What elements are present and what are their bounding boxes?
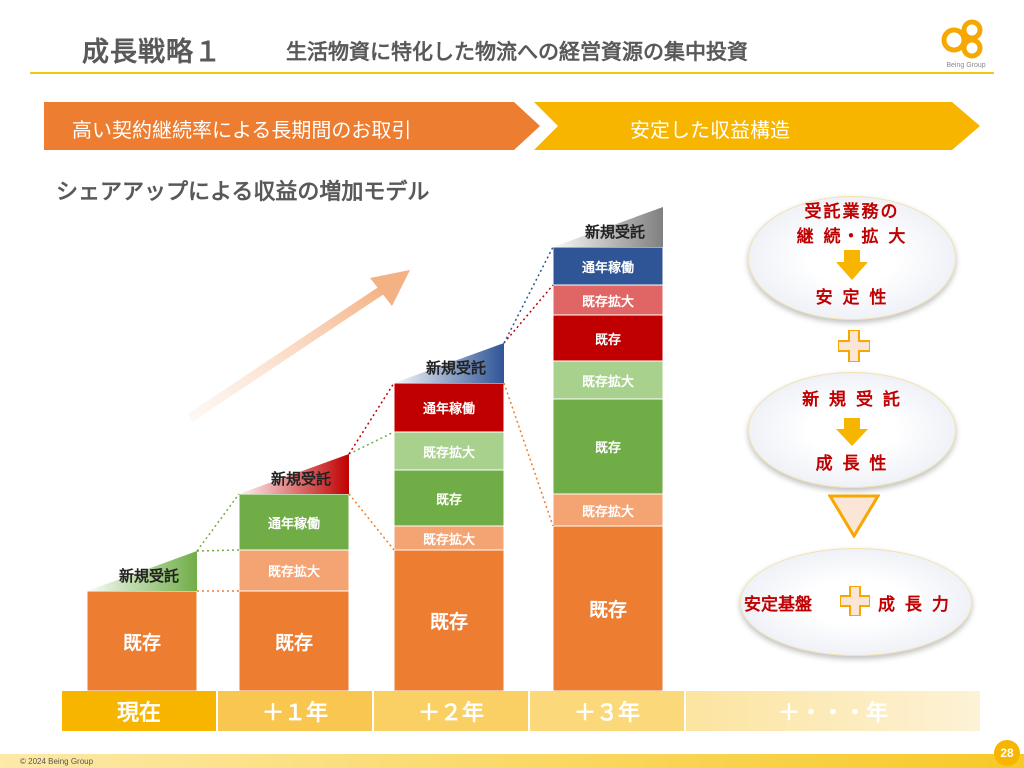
axis-label-4: ＋・・・年 [686,691,980,731]
logo-text: Being Group [946,62,986,69]
plus-icon [840,586,870,616]
oval1-top-text: 受託業務の [804,202,900,222]
connector-1-1 [348,431,395,455]
bar-1-segment-2-label: 通年稼働 [267,516,320,532]
bar-2-segment-3-label: 既存拡大 [422,445,475,461]
bar-0-segment-0-label: 既存 [122,631,161,654]
new-contract-label-1: 新規受託 [271,470,332,488]
bar-2-segment-4-label: 通年稼働 [422,402,475,417]
oval3-right-text: 成 長 力 [878,595,951,615]
new-contract-wedge-0 [87,551,197,591]
being-group-logo-icon [941,19,983,59]
bar-3-segment-4-label: 既存 [594,332,621,348]
axis-label-2: ＋２年 [374,691,528,731]
new-contract-wedge-1 [239,454,349,494]
connector-2-2 [503,246,554,344]
bar-3-segment-1-label: 既存拡大 [581,504,634,520]
connector-1-0 [348,493,395,551]
bar-3-segment-6 [552,246,664,286]
bar-3-segment-1 [552,493,664,527]
bar-3-segment-5-label: 既存拡大 [581,294,634,310]
model-title: シェアアップによる収益の増加モデル [56,180,430,205]
bar-3-segment-3 [552,360,664,400]
bar-2-segment-0-label: 既存 [429,611,468,633]
page-number: 28 [994,740,1020,766]
bar-2-segment-3 [393,431,505,471]
growth-arrow-icon [187,270,410,422]
copyright: © 2024 Being Group [20,757,94,766]
connector-2-0 [503,382,554,527]
axis-label-1: ＋１年 [218,691,372,731]
bar-1-segment-0 [238,590,350,692]
oval3-left-text: 安定基盤 [744,595,812,615]
new-contract-wedge-2 [394,343,504,383]
plus-icon [838,330,870,362]
banner-right-text: 安定した収益構造 [630,118,790,142]
oval2-top-text: 新 規 受 託 [802,390,902,410]
bar-3-segment-2 [552,398,664,495]
bar-1-segment-0-label: 既存 [274,631,313,654]
bar-2-segment-2-label: 既存 [435,492,462,508]
bar-2-segment-2 [393,469,505,527]
banner-left-text: 高い契約継続率による長期間のお取引 [72,118,412,142]
bar-3-segment-2-label: 既存 [594,441,621,456]
bar-1-segment-1-label: 既存拡大 [267,565,320,580]
axis-label-3: ＋３年 [530,691,684,731]
page-title: 成長戦略１ [82,37,222,68]
down-triangle-icon [828,494,880,538]
new-contract-label-3: 新規受託 [585,223,646,241]
banner-arrows [44,102,980,150]
bar-2-segment-4 [393,382,505,433]
oval2-bottom-text: 成 長 性 [815,454,889,474]
bar-3-segment-0 [552,525,664,692]
connector-0-1 [196,549,240,552]
page-subtitle: 生活物資に特化した物流への経営資源の集中投資 [286,40,748,64]
new-contract-label-2: 新規受託 [426,359,487,377]
oval1-mid-text: 継 続・拡 大 [796,227,908,247]
down-arrow-icon [836,418,868,446]
oval1-bottom-text: 安 定 性 [815,288,889,308]
bar-1-segment-2 [238,493,350,551]
bar-3-segment-3-label: 既存拡大 [581,374,634,390]
bar-3-segment-4 [552,314,664,362]
down-arrow-icon [836,250,868,280]
axis-label-0: 現在 [62,691,216,731]
footer-band [0,754,1024,768]
bar-2-segment-1 [393,525,505,551]
header-divider [30,72,994,74]
connector-0-2 [196,493,240,552]
new-contract-label-0: 新規受託 [119,567,180,585]
bar-3-segment-0-label: 既存 [588,599,627,621]
new-contract-wedge-3 [553,207,663,247]
bar-3-segment-6-label: 通年稼働 [581,260,634,276]
bar-2-segment-1-label: 既存拡大 [422,532,475,548]
connector-1-2 [348,382,395,455]
bar-2-segment-0 [393,549,505,692]
